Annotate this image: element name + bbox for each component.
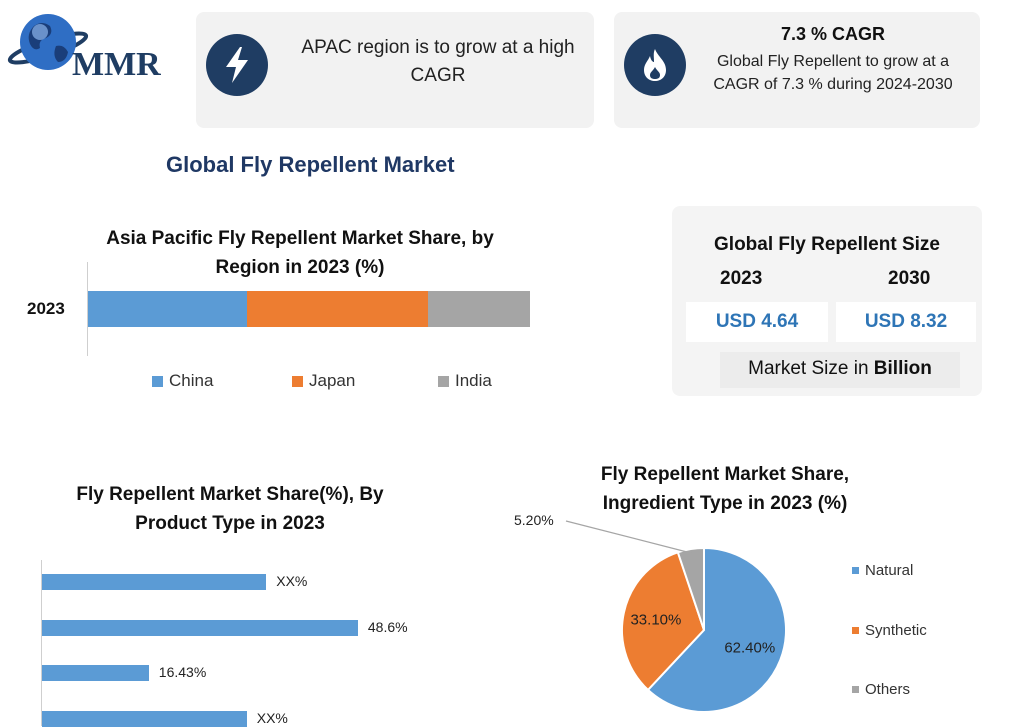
apac-info-text: APAC region is to grow at a high CAGR xyxy=(301,37,575,86)
product-bar xyxy=(42,620,358,636)
product-bar-label: XX% xyxy=(276,573,308,589)
legend-item-india: India xyxy=(438,371,492,391)
legend-label-india: India xyxy=(455,371,492,390)
legend-swatch-japan xyxy=(292,375,303,387)
market-size-year-2030: 2030 xyxy=(888,268,931,289)
product-bar-label: 48.6% xyxy=(367,619,408,635)
region-legend: China Japan India xyxy=(152,371,552,393)
apac-info-card: APAC region is to grow at a high CAGR xyxy=(196,12,594,128)
market-size-footer-prefix: Market Size in xyxy=(748,358,874,379)
globe-icon xyxy=(7,14,89,70)
legend-item-synthetic: Synthetic xyxy=(852,622,927,639)
product-bar xyxy=(42,574,267,590)
cagr-title: 7.3 % CAGR xyxy=(780,24,886,44)
legend-item-japan: Japan xyxy=(292,371,355,391)
legend-item-others: Others xyxy=(852,681,910,698)
product-chart-title: Fly Repellent Market Share(%), By Produc… xyxy=(76,484,384,534)
cagr-text: Global Fly Repellent to grow at a CAGR o… xyxy=(713,53,953,93)
legend-swatch-india xyxy=(438,375,449,387)
page-title: Global Fly Repellent Market xyxy=(166,152,455,177)
market-size-panel: Global Fly Repellent Size 2023 2030 USD … xyxy=(672,206,982,396)
bar-segment-china xyxy=(88,291,248,327)
product-bar-label: 16.43% xyxy=(158,664,207,680)
market-size-value-2023: USD 4.64 xyxy=(686,302,828,342)
product-bar xyxy=(42,711,247,727)
logo-text: MMR xyxy=(72,46,161,83)
pie-slice-others xyxy=(676,546,705,631)
region-chart-title: Asia Pacific Fly Repellent Market Share,… xyxy=(106,228,494,278)
market-size-year-2023: 2023 xyxy=(720,268,763,289)
product-bars: XX% 48.6% 16.43% XX% xyxy=(42,560,442,727)
legend-label-natural: Natural xyxy=(865,562,914,579)
legend-label-japan: Japan xyxy=(309,371,356,390)
product-chart-axis xyxy=(41,560,42,726)
pie-slice-natural xyxy=(646,546,787,713)
product-bar-label: XX% xyxy=(256,710,288,726)
legend-label-synthetic: Synthetic xyxy=(865,622,927,639)
bar-segment-india xyxy=(428,291,530,327)
market-size-footer-unit: Billion xyxy=(873,358,932,379)
market-size-value-2030: USD 8.32 xyxy=(836,302,976,342)
pie-leader-line xyxy=(565,520,692,554)
pie-label-synthetic: 33.10% xyxy=(630,611,682,629)
legend-item-china: China xyxy=(152,371,213,391)
region-chart-axis xyxy=(87,262,88,356)
market-size-title: Global Fly Repellent Size xyxy=(714,234,940,255)
ingredient-legend: Natural Synthetic Others xyxy=(852,562,972,712)
cagr-info-card: 7.3 % CAGR Global Fly Repellent to grow … xyxy=(614,12,980,128)
region-stacked-bar xyxy=(88,291,530,327)
pie-label-others: 5.20% xyxy=(514,512,554,528)
legend-swatch-others xyxy=(852,686,859,693)
region-chart-category: 2023 xyxy=(27,299,65,318)
legend-label-others: Others xyxy=(865,681,911,698)
market-size-footer: Market Size in Billion xyxy=(720,352,960,388)
legend-item-natural: Natural xyxy=(852,562,913,579)
legend-swatch-china xyxy=(152,375,163,387)
bar-segment-japan xyxy=(247,291,429,327)
product-bar xyxy=(42,665,149,681)
pie-label-natural: 62.40% xyxy=(724,639,776,657)
logo: MMR xyxy=(4,6,184,86)
flame-icon xyxy=(624,34,686,96)
legend-swatch-synthetic xyxy=(852,627,859,634)
ingredient-chart-title: Fly Repellent Market Share, Ingredient T… xyxy=(600,464,850,514)
legend-swatch-natural xyxy=(852,567,859,574)
lightning-icon xyxy=(206,34,268,96)
legend-label-china: China xyxy=(169,371,214,390)
